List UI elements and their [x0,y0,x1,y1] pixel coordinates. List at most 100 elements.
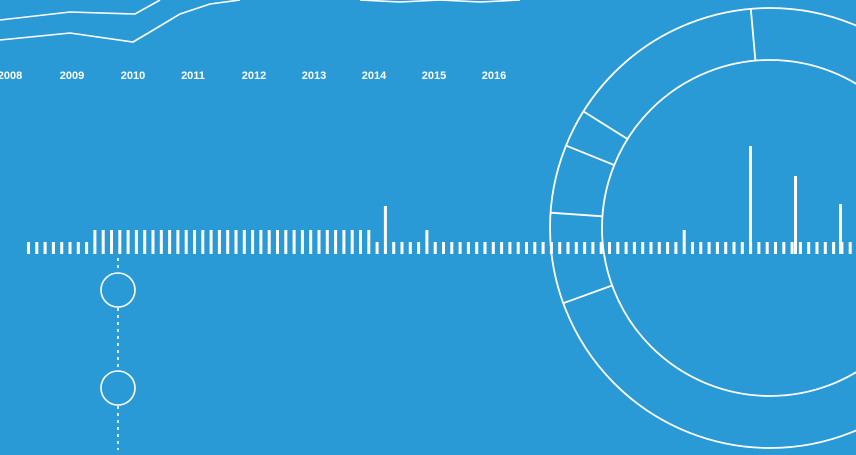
tick-mark [292,230,296,254]
tick-mark [765,242,769,254]
tick-mark [60,242,64,254]
tick-mark [226,230,230,254]
spike-group [749,146,842,254]
tick-mark [27,242,30,254]
tick-mark [267,230,271,254]
tick-mark [118,230,122,254]
tick-mark [707,242,711,254]
tick-mark [815,242,819,254]
spike-2 [794,176,797,254]
year-label-2010: 2010 [121,70,145,82]
tick-mark [400,242,404,254]
tick-mark [93,230,97,254]
tick-mark [790,242,794,254]
year-axis: 2008 2009 2010 2011 2012 2013 2014 2015 … [0,70,506,82]
tick-mark [383,206,387,254]
tick-mark [35,242,39,254]
tick-mark [51,242,55,254]
ring-divider [749,8,757,61]
tick-mark [159,230,163,254]
tick-mark [442,242,445,254]
tick-mark [757,242,761,254]
tick-mark [458,242,462,254]
ring-divider [562,284,613,305]
tick-mark [134,230,138,254]
tick-mark [848,242,852,254]
tick-mark [392,242,396,254]
tick-mark [85,242,89,254]
tick-mark [110,230,113,254]
tick-mark [591,242,595,254]
year-label-2012: 2012 [242,70,266,82]
tick-mark [657,242,661,254]
tick-mark [342,230,346,254]
tick-mark [491,242,495,254]
tick-mark [417,242,421,254]
tick-mark [101,230,105,254]
tick-mark [624,242,628,254]
year-label-2011: 2011 [181,70,205,82]
tick-mark [284,230,288,254]
tick-mark [217,230,221,254]
tick-mark [334,230,338,254]
tick-mark [807,242,811,254]
tick-mark [483,242,487,254]
tick-mark [533,242,537,254]
ring-divider [550,211,603,218]
tick-mark [43,242,47,254]
tick-mark [359,230,362,254]
tick-mark [541,242,545,254]
tick-mark [674,242,678,254]
tick-mark [666,242,670,254]
tick-mark [176,230,180,254]
year-label-2016: 2016 [482,70,506,82]
tick-mark [724,242,728,254]
tick-mark [574,242,578,254]
tick-mark [682,230,686,254]
tick-mark [433,242,437,254]
tick-mark [500,242,504,254]
tick-mark [641,242,645,254]
tick-mark [168,230,172,254]
tick-mark [732,242,736,254]
tick-mark [691,242,694,254]
tick-mark [599,242,603,254]
tick-mark [76,242,80,254]
tick-mark [309,230,313,254]
tick-mark [508,242,512,254]
tick-mark [425,230,429,254]
trend-lines [0,0,521,43]
tick-mark [466,242,470,254]
tick-mark [68,242,72,254]
tick-mark [740,242,744,254]
tick-mark [715,242,719,254]
trend-line-squiggle [359,0,521,3]
tick-mark [143,230,147,254]
trend-line-lower [0,0,241,43]
ring-dividers [550,8,757,305]
tick-mark [782,242,786,254]
tick-mark [583,242,587,254]
marker-circle-2 [100,370,136,406]
ring-outer [549,7,856,449]
tick-mark [242,230,246,254]
tick-mark [259,230,263,254]
tick-mark [126,230,130,254]
spike-1 [749,146,752,254]
tick-mark [276,230,279,254]
tick-mark [375,242,379,254]
tick-mark [649,242,653,254]
tick-mark [367,230,371,254]
tick-mark [408,242,412,254]
trend-line-upper [0,0,161,21]
tick-mark [832,242,836,254]
tick-mark [193,230,196,254]
tick-mark [608,242,611,254]
tick-mark [184,230,188,254]
ring-divider [582,110,628,140]
timeline-markers [100,258,136,450]
segmented-ring [549,7,856,449]
tick-mark [350,230,354,254]
tick-mark [234,230,238,254]
